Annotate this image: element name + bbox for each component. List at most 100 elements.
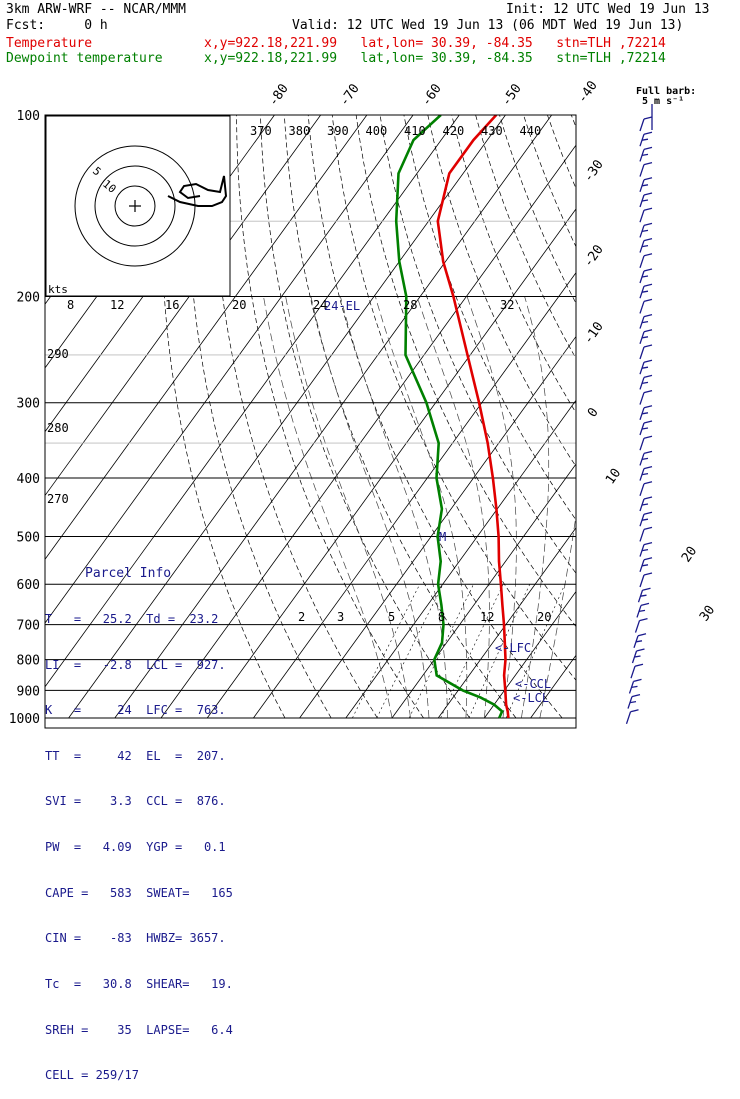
wind-barb	[640, 345, 652, 359]
mixing-ratio-label: 3	[337, 610, 344, 624]
mixing-ratio-label: 28	[403, 298, 417, 312]
wind-barb	[640, 558, 652, 572]
parcel-row: T = 25.2 Td = 23.2	[45, 612, 238, 627]
wind-barb	[639, 588, 651, 602]
level-marker-lfc: <-LFC	[495, 641, 531, 655]
theta-label: 440	[520, 124, 542, 138]
wind-barb	[640, 284, 652, 298]
isotherm-label: -60	[419, 81, 445, 109]
dry-adiabat	[380, 115, 701, 718]
wind-barb	[640, 269, 652, 283]
theta-label: 290	[47, 347, 69, 361]
isotherm-label: 30	[697, 603, 718, 624]
wind-barb	[640, 421, 652, 435]
parcel-row: SREH = 35 LAPSE= 6.4	[45, 1023, 238, 1038]
wind-barb	[630, 679, 642, 693]
wind-barb	[633, 649, 645, 663]
isotherm	[300, 115, 737, 718]
dry-adiabat	[428, 115, 740, 718]
moist-adiabat	[375, 297, 466, 719]
mixing-ratio-label: 12	[110, 298, 124, 312]
isotherm-label: -40	[575, 78, 601, 106]
isotherm	[438, 115, 740, 718]
parcel-row: LI = -2.8 LCL = 927.	[45, 658, 238, 673]
parcel-row: PW = 4.09 YGP = 0.1	[45, 840, 238, 855]
wind-barb	[634, 634, 646, 648]
isotherm-label: -10	[581, 319, 607, 347]
theta-label: 270	[47, 492, 69, 506]
wind-barb	[640, 482, 652, 496]
wind-barb	[640, 208, 652, 222]
parcel-row: TT = 42 EL = 207.	[45, 749, 238, 764]
pressure-tick-label: 400	[17, 472, 40, 487]
isotherm-label: -20	[581, 242, 607, 270]
isotherm-label: -30	[581, 157, 607, 185]
level-marker-lcl: <-LCL	[513, 691, 549, 705]
pressure-tick-label: 300	[17, 397, 40, 412]
parcel-row: Tc = 30.8 SHEAR= 19.	[45, 977, 238, 992]
wind-barb	[640, 406, 652, 420]
parcel-row: CAPE = 583 SWEAT= 165	[45, 886, 238, 901]
mixing-ratio-label: 16	[165, 298, 179, 312]
pressure-tick-label: 600	[17, 578, 40, 593]
pressure-tick-label: 800	[17, 654, 40, 669]
wind-barb	[640, 527, 652, 541]
pressure-tick-label: 900	[17, 684, 40, 699]
wind-barb	[640, 391, 652, 405]
mixing-ratio-label: 20	[537, 610, 551, 624]
wind-barb	[640, 254, 652, 268]
dry-adiabat	[643, 115, 740, 718]
dry-adiabat	[237, 115, 424, 718]
level-marker-el: 24-EL	[324, 299, 360, 313]
wind-barb	[627, 710, 639, 724]
theta-label: 430	[481, 124, 503, 138]
dry-adiabat	[308, 115, 562, 718]
wind-barb	[640, 178, 652, 192]
mixing-ratio-line	[352, 584, 419, 718]
theta-label: 280	[47, 421, 69, 435]
barb-legend-units: 5 m s⁻¹	[642, 96, 684, 107]
theta-label: 420	[443, 124, 465, 138]
wind-barb	[640, 512, 652, 526]
mixing-ratio-label: 8	[67, 298, 74, 312]
dry-adiabat	[667, 115, 740, 718]
mixing-ratio-label: 5	[388, 610, 395, 624]
isotherm	[531, 115, 740, 718]
isotherm-label: 0	[585, 405, 602, 420]
dry-adiabat	[524, 115, 740, 718]
parcel-row: K = 24 LFC = 763.	[45, 703, 238, 718]
theta-label: 390	[327, 124, 349, 138]
wind-barb	[631, 664, 643, 678]
isotherm-label: 10	[603, 466, 624, 487]
wind-barb	[640, 299, 652, 313]
mixing-ratio-label: 2	[298, 610, 305, 624]
wind-barb	[640, 360, 652, 374]
parcel-row: SVI = 3.3 CCL = 876.	[45, 794, 238, 809]
wind-barb	[640, 330, 652, 344]
pressure-tick-label: 100	[17, 109, 40, 124]
moist-adiabat	[540, 297, 588, 719]
wind-barb	[640, 543, 652, 557]
isotherm	[346, 115, 740, 718]
wind-barb	[640, 193, 652, 207]
mixing-ratio-label: 8	[438, 610, 445, 624]
mixing-ratio-label: 32	[500, 298, 514, 312]
wind-barb	[640, 467, 652, 481]
wind-barb	[640, 315, 652, 329]
mixing-ratio-label: 12	[480, 610, 494, 624]
parcel-info-panel: Parcel Info T = 25.2 Td = 23.2 LI = -2.8…	[45, 536, 238, 728]
pressure-tick-label: 200	[17, 291, 40, 306]
theta-label: 400	[366, 124, 388, 138]
moist-adiabat	[417, 297, 489, 719]
wind-barb	[640, 147, 652, 161]
theta-label: 370	[250, 124, 272, 138]
pressure-tick-label: 700	[17, 619, 40, 634]
wind-barb	[640, 132, 652, 146]
level-marker-ccl: <-CCL	[515, 677, 551, 691]
wind-barb	[640, 223, 652, 237]
wind-barb	[636, 619, 648, 633]
wind-barb	[640, 497, 652, 511]
parcel-row: CIN = -83 HWBZ= 3657.	[45, 931, 238, 946]
parcel-info-title: Parcel Info	[45, 566, 238, 581]
wind-barb	[637, 603, 649, 617]
